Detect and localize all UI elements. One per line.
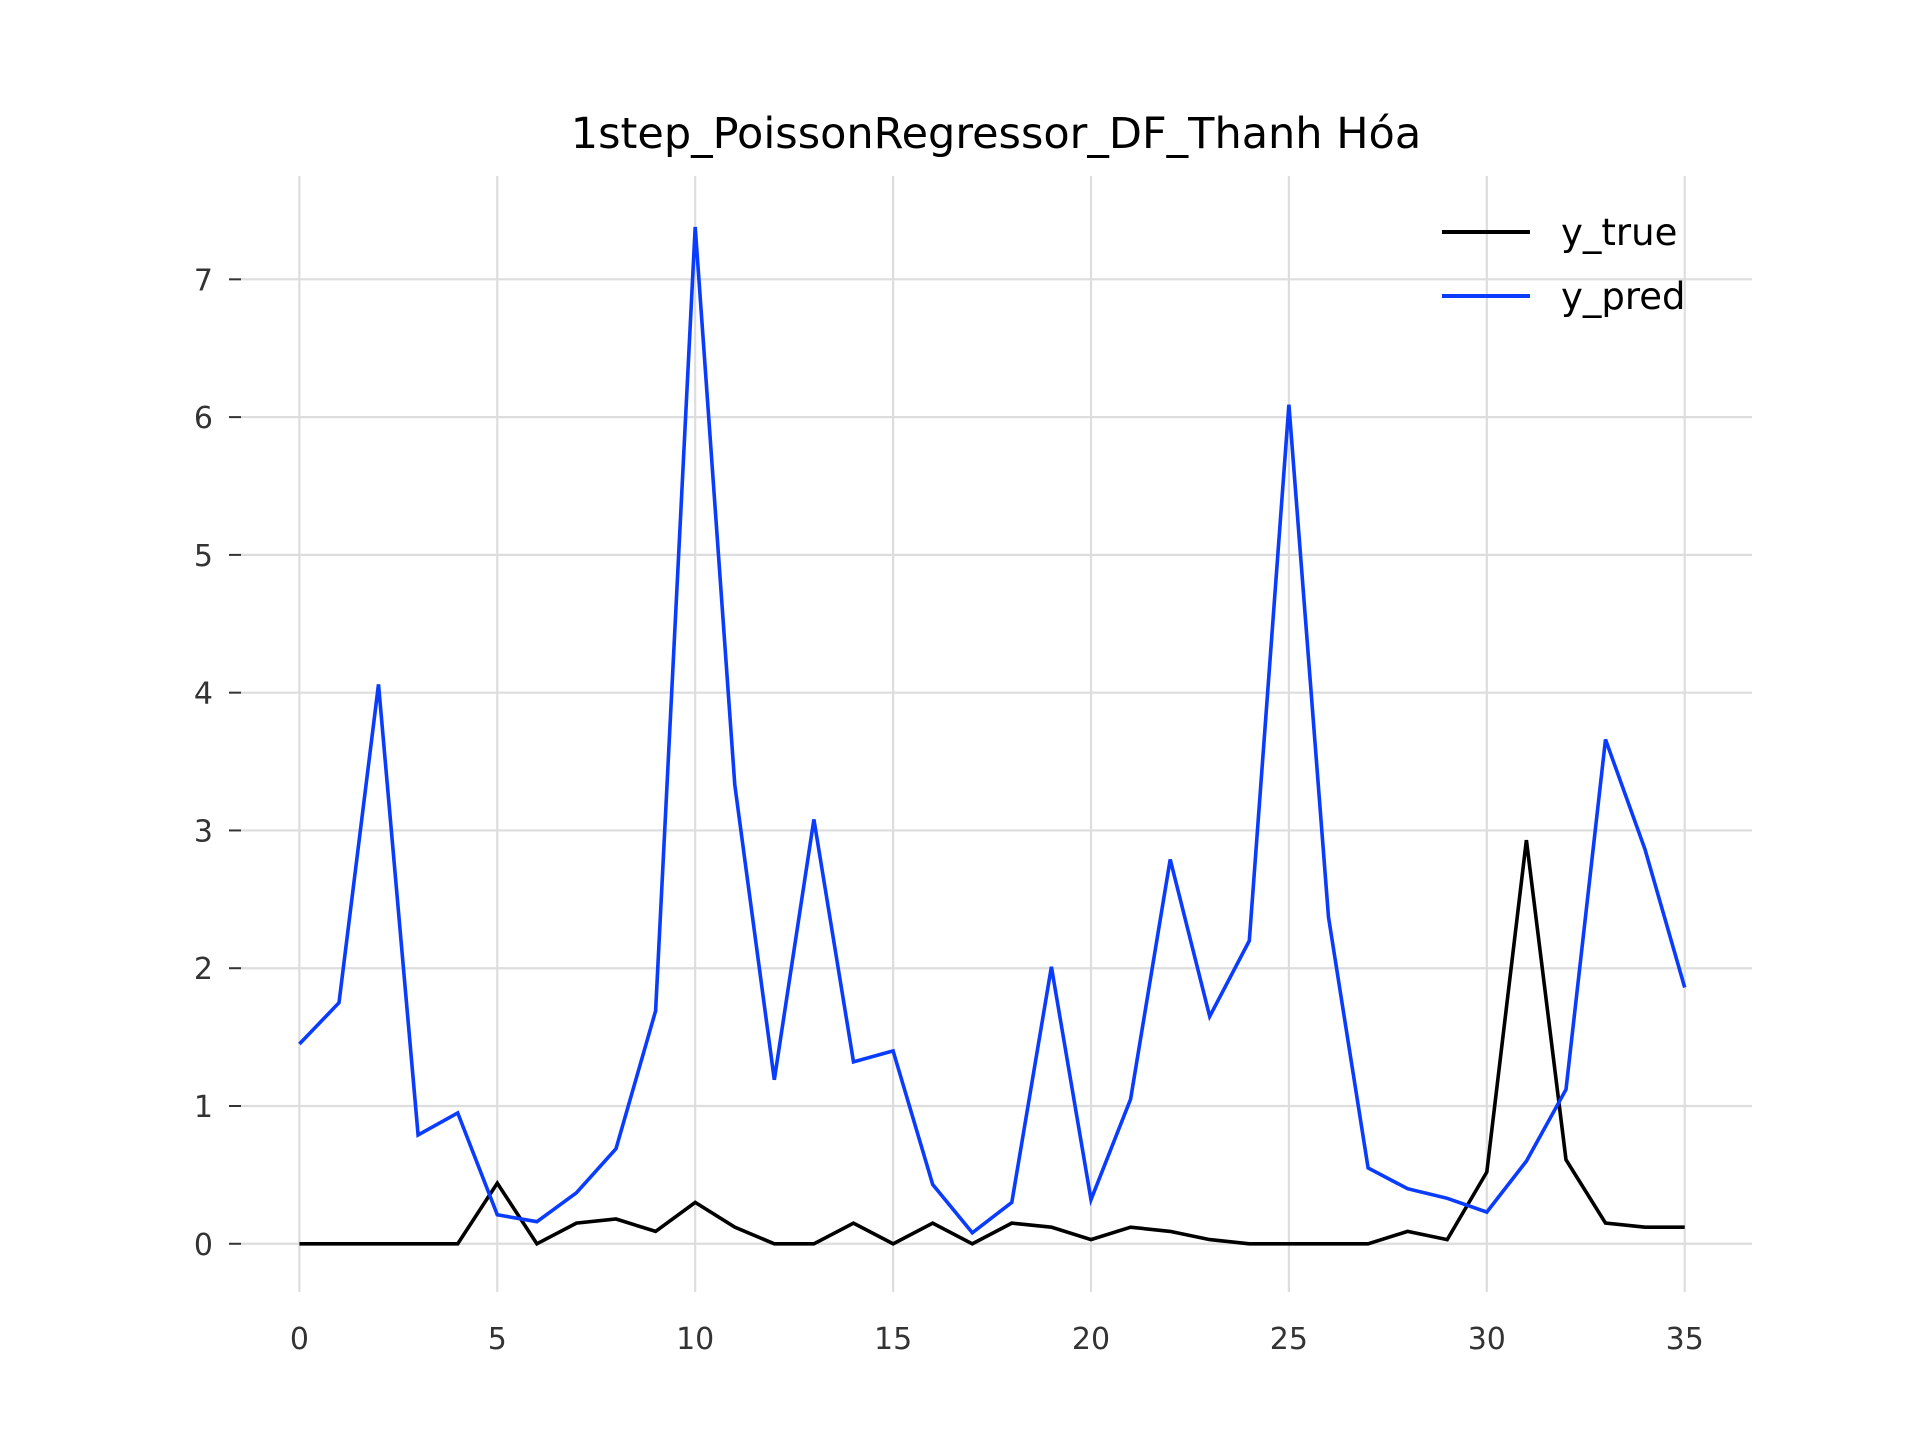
x-tick-label: 5: [488, 1322, 507, 1357]
y-tick-label: 0: [194, 1228, 213, 1263]
y-tick-label: 6: [194, 401, 213, 436]
series-line-y-true: [299, 839, 1685, 1247]
chart-title: 1step_PoissonRegressor_DF_Thanh Hóa: [571, 109, 1421, 159]
x-tick-label: 35: [1666, 1322, 1704, 1357]
x-tick-label: 10: [676, 1322, 714, 1357]
y-tick-label: 7: [194, 263, 213, 298]
series-lines: [298, 226, 1687, 1247]
y-tick-label: 2: [194, 952, 213, 987]
y-tick-label: 1: [194, 1090, 213, 1125]
x-tick-label: 25: [1270, 1322, 1308, 1357]
x-tick-label: 15: [874, 1322, 912, 1357]
x-tick-label: 20: [1072, 1322, 1110, 1357]
legend-label-y-true: y_true: [1561, 211, 1677, 254]
legend-label-y-pred: y_pred: [1561, 275, 1686, 318]
x-tick-label: 0: [290, 1322, 309, 1357]
axes: 0 5 10 15 20 25 30 35 0 1 2 3 4 5 6 7: [194, 263, 1704, 1357]
series-line-y-pred: [298, 226, 1687, 1236]
y-tick-label: 5: [194, 539, 213, 574]
x-tick-label: 30: [1468, 1322, 1506, 1357]
legend: y_true y_pred: [1442, 211, 1686, 318]
y-tick-label: 3: [194, 814, 213, 849]
y-tick-label: 4: [194, 677, 213, 712]
grid: [240, 176, 1752, 1292]
